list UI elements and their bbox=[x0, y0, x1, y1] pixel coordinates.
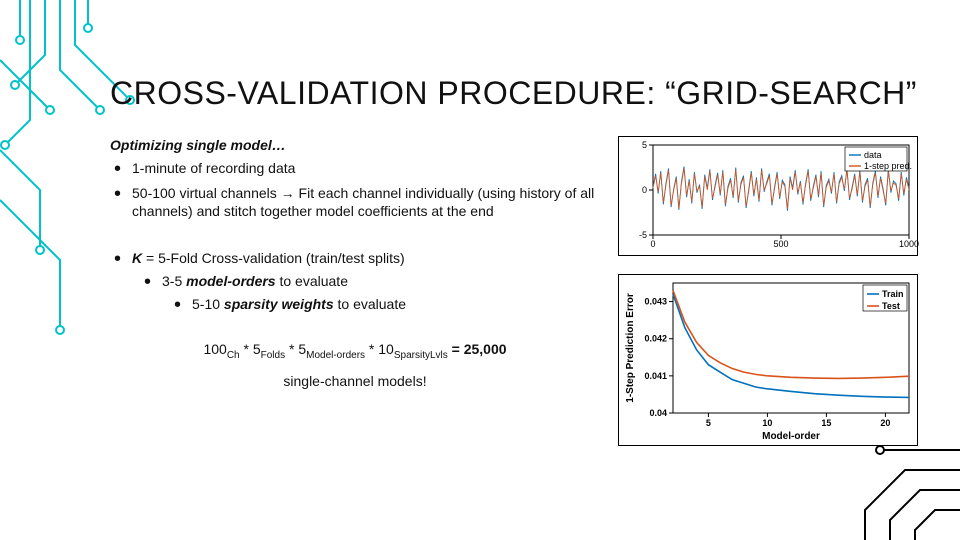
svg-text:1-step pred.: 1-step pred. bbox=[864, 161, 912, 171]
svg-text:10: 10 bbox=[762, 418, 772, 428]
bullet-item: 50-100 virtual channels → Fit each chann… bbox=[110, 184, 600, 222]
chart-error-vs-order: 5 10 15 20 0.04 0.041 0.042 0.043 Model-order 1-S… bbox=[618, 274, 918, 446]
svg-text:data: data bbox=[864, 150, 882, 160]
bullet-item: K = 5-Fold Cross-validation (train/test … bbox=[110, 249, 600, 268]
svg-text:0.041: 0.041 bbox=[644, 371, 667, 381]
text-column: Optimizing single model… 1-minute of rec… bbox=[110, 136, 600, 446]
svg-text:5: 5 bbox=[642, 140, 647, 150]
svg-text:500: 500 bbox=[773, 239, 788, 249]
svg-text:20: 20 bbox=[880, 418, 890, 428]
svg-text:-5: -5 bbox=[639, 230, 647, 240]
svg-text:0.043: 0.043 bbox=[644, 296, 667, 306]
bullet-item: 1-minute of recording data bbox=[110, 159, 600, 178]
svg-text:1000: 1000 bbox=[899, 239, 919, 249]
equation: 100Ch * 5Folds * 5Model-orders * 10Spars… bbox=[110, 340, 600, 391]
svg-text:0.042: 0.042 bbox=[644, 334, 667, 344]
bullet-item: 5-10 sparsity weights to evaluate bbox=[170, 295, 600, 314]
svg-text:Train: Train bbox=[882, 289, 904, 299]
chart-column: 05001000-505data1-step pred. 51015200.04… bbox=[618, 136, 918, 446]
svg-text:1-Step Prediction Error: 1-Step Prediction Error bbox=[625, 293, 636, 403]
svg-text:0: 0 bbox=[650, 239, 655, 249]
bullet-item: 3-5 model-orders to evaluate bbox=[140, 272, 600, 291]
svg-text:0: 0 bbox=[642, 185, 647, 195]
svg-text:15: 15 bbox=[821, 418, 831, 428]
svg-text:Model-order: Model-order bbox=[762, 431, 820, 442]
bullet-list-1: 1-minute of recording data 50-100 virtua… bbox=[110, 159, 600, 222]
svg-text:0.04: 0.04 bbox=[649, 408, 667, 418]
svg-text:Test: Test bbox=[882, 301, 900, 311]
slide-title: CROSS-VALIDATION PROCEDURE: “GRID-SEARCH… bbox=[110, 75, 930, 112]
chart-timeseries: 05001000-505data1-step pred. bbox=[618, 136, 918, 256]
svg-text:5: 5 bbox=[706, 418, 711, 428]
subheading: Optimizing single model… bbox=[110, 136, 600, 155]
